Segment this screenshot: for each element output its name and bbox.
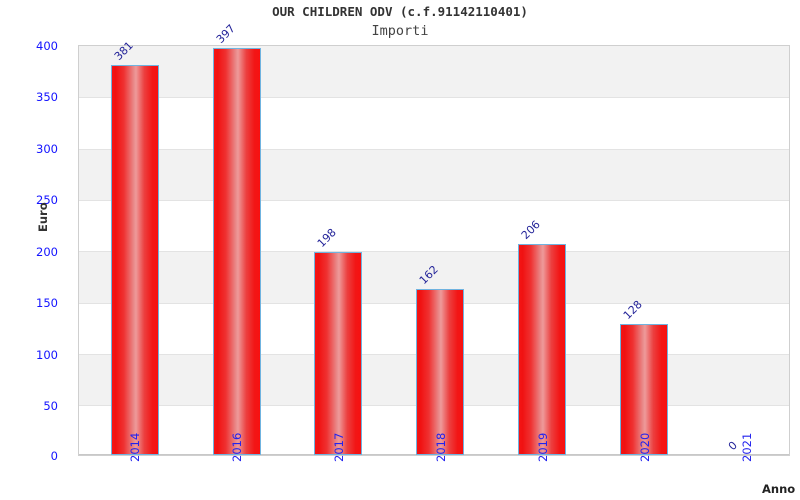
chart-title: OUR CHILDREN ODV (c.f.91142110401) [272, 4, 528, 19]
gridline [79, 200, 789, 201]
x-tick-label: 2016 [230, 432, 244, 462]
y-axis-title: Euro [36, 202, 50, 232]
gridline [79, 97, 789, 98]
bar-value-label: 206 [518, 217, 543, 242]
x-tick-label: 2018 [434, 432, 448, 462]
y-tick-label: 50 [43, 399, 58, 413]
bar-2019[interactable] [518, 244, 566, 455]
x-tick-label: 2019 [536, 432, 550, 462]
x-tick-label: 2021 [740, 432, 754, 462]
bar-value-label: 198 [314, 225, 339, 250]
bar-value-label: 0 [725, 438, 740, 453]
background-band [79, 149, 789, 200]
y-tick-label: 350 [36, 90, 58, 104]
x-tick-label: 2020 [638, 432, 652, 462]
y-tick-label: 200 [36, 245, 58, 259]
x-axis-title: Anno [762, 482, 796, 496]
y-tick-label: 150 [36, 296, 58, 310]
chart-subtitle: Importi [371, 23, 429, 39]
bar-2017[interactable] [314, 252, 362, 455]
y-tick-label: 100 [36, 348, 58, 362]
bar-2018[interactable] [416, 289, 464, 455]
bar-2020[interactable] [620, 324, 668, 455]
plot-area: 381 397 198 162 206 128 0 [78, 22, 790, 456]
bar-2016[interactable] [213, 48, 261, 455]
y-tick-label: 400 [36, 39, 58, 53]
y-tick-label: 250 [36, 193, 58, 207]
bar-2014[interactable] [111, 65, 159, 455]
x-tick-label: 2014 [128, 432, 142, 462]
x-tick-label: 2017 [332, 432, 346, 462]
y-tick-label: 0 [50, 449, 58, 463]
y-tick-label: 300 [36, 142, 58, 156]
gridline [79, 149, 789, 150]
background-band [79, 46, 789, 97]
gridline [79, 251, 789, 252]
